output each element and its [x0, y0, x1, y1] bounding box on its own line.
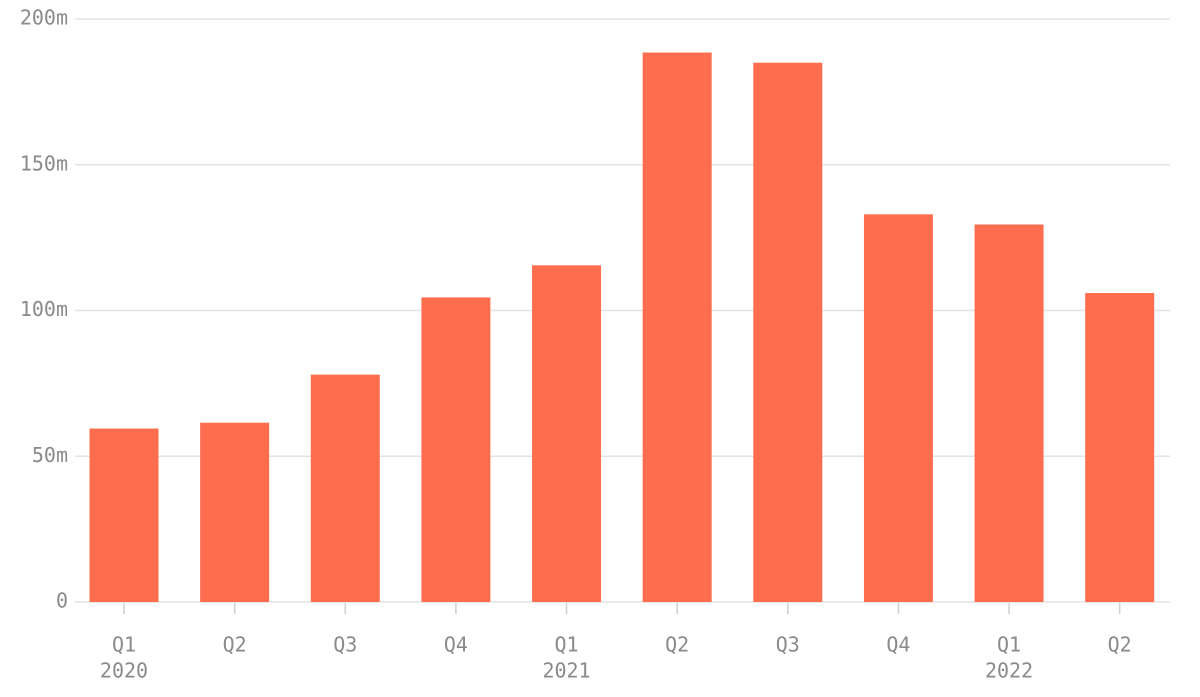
y-tick-label: 100m [20, 297, 68, 321]
bar [421, 297, 491, 602]
year-label: 2022 [985, 659, 1033, 683]
y-tick-label: 150m [20, 151, 68, 175]
bar [753, 62, 823, 603]
x-tick-label: Q1 [997, 633, 1021, 657]
x-tick-label: Q4 [886, 633, 910, 657]
x-tick-label: Q1 [112, 633, 136, 657]
bar [532, 265, 602, 602]
year-label: 2021 [542, 659, 590, 683]
bar [863, 214, 933, 602]
y-tick-label: 50m [32, 443, 68, 467]
x-tick-label: Q3 [333, 633, 357, 657]
bar [642, 52, 712, 602]
year-label: 2020 [100, 659, 148, 683]
x-tick-label: Q1 [554, 633, 578, 657]
y-tick-label: 200m [20, 6, 68, 30]
bar [310, 374, 380, 602]
x-tick-label: Q3 [776, 633, 800, 657]
x-tick-label: Q2 [223, 633, 247, 657]
x-tick-label: Q2 [1108, 633, 1132, 657]
bar [974, 224, 1044, 602]
bar [200, 422, 270, 602]
bar [1085, 293, 1155, 602]
x-tick-label: Q2 [665, 633, 689, 657]
y-tick-label: 0 [56, 589, 68, 613]
bar [89, 428, 159, 602]
x-tick-label: Q4 [444, 633, 468, 657]
